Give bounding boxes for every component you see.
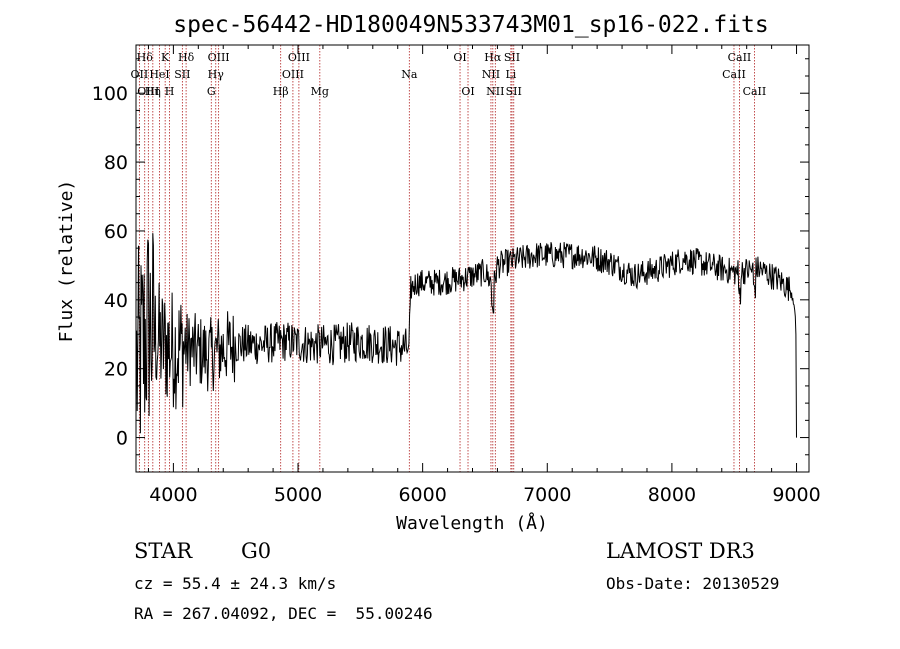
spectral-line-label: K <box>161 51 170 64</box>
spectrum-series <box>136 233 797 438</box>
spectral-line-label: CaII <box>722 68 746 81</box>
y-tick-label: 0 <box>116 428 128 450</box>
spectral-line-label: H <box>165 85 175 98</box>
observation-date: Obs-Date: 20130529 <box>606 574 780 593</box>
y-tick-label: 80 <box>104 152 128 174</box>
spectral-line-label: SII <box>174 68 190 81</box>
spectral-line-label: NII <box>482 68 500 81</box>
y-tick-label: 100 <box>92 83 128 105</box>
spectral-line-label: OIII <box>282 68 304 81</box>
coordinates: RA = 267.04092, DEC = 55.00246 <box>134 604 433 623</box>
spectral-line-label: OI <box>461 85 474 98</box>
spectral-line-label: Hη <box>145 85 161 98</box>
spectral-line-label: OIII <box>288 51 310 64</box>
spectral-line-label: NII <box>486 85 504 98</box>
spectral-line-label: CaII <box>728 51 752 64</box>
spectral-line-label: G <box>207 85 216 98</box>
x-tick-label: 5000 <box>274 484 322 506</box>
survey-name: LAMOST DR3 <box>606 539 755 563</box>
spectral-line-label: Hα <box>484 51 502 64</box>
spectral-line-label: Hβ <box>273 85 289 98</box>
spectral-line-label: CaII <box>743 85 767 98</box>
spectral-line-label: OIII <box>137 85 159 98</box>
spectral-line-label: OIII <box>208 51 230 64</box>
redshift-value: cz = 55.4 ± 24.3 km/s <box>134 574 337 593</box>
spectral-line-label: Hγ <box>208 68 225 81</box>
spectral-line-label: Mg <box>311 85 329 98</box>
x-tick-label: 8000 <box>648 484 696 506</box>
chart-title: spec-56442-HD180049N533743M01_sp16-022.f… <box>173 12 768 38</box>
spectral-line-label: Hδ <box>178 51 195 64</box>
spectral-line-label: Li <box>505 68 516 81</box>
spectral-line-label: OII <box>131 68 149 81</box>
x-tick-label: 7000 <box>523 484 571 506</box>
y-axis: 0 20 40 60 80 100 <box>92 58 809 473</box>
y-tick-label: 60 <box>104 221 128 243</box>
x-tick-label: 9000 <box>772 484 820 506</box>
x-axis-label: Wavelength (Å) <box>396 512 548 534</box>
spectrum-line <box>136 233 797 438</box>
plot-frame <box>135 44 810 473</box>
object-subclass: G0 <box>241 539 272 563</box>
spectral-line-label: SII <box>506 85 522 98</box>
spectral-line-label: SII <box>504 51 520 64</box>
spectral-line-label: HeI <box>149 68 169 81</box>
object-class: STAR <box>134 539 193 563</box>
x-axis: 4000 5000 6000 7000 8000 9000 <box>147 45 821 506</box>
spectral-line-label: OI <box>453 51 466 64</box>
spectral-line-label: Na <box>401 68 418 81</box>
spectral-line-label: Hδ <box>137 51 154 64</box>
y-tick-label: 20 <box>104 359 128 381</box>
y-tick-label: 40 <box>104 290 128 312</box>
x-tick-label: 6000 <box>398 484 446 506</box>
y-axis-label: Flux (relative) <box>56 180 77 343</box>
x-tick-label: 4000 <box>149 484 197 506</box>
